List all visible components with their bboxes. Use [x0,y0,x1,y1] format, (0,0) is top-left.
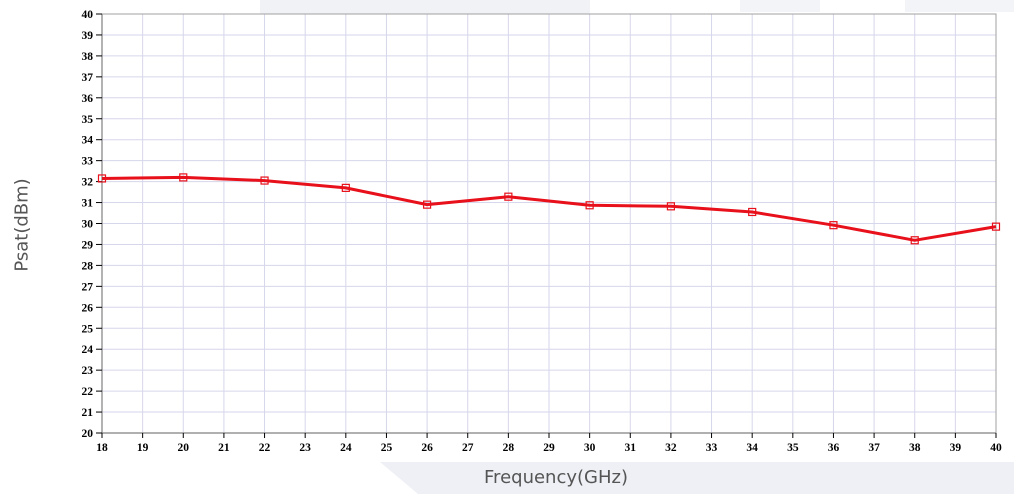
x-tick-label: 27 [462,442,474,454]
x-tick-label: 36 [828,442,840,454]
background-band [905,0,1014,12]
x-tick-label: 37 [868,442,880,454]
y-tick-label: 36 [82,93,94,105]
x-tick-label: 24 [340,442,352,454]
x-tick-label: 33 [706,442,718,454]
y-tick-label: 40 [82,9,94,21]
y-axis-title: Psat(dBm) [11,178,33,272]
y-tick-label: 25 [82,323,94,335]
y-tick-label: 24 [82,344,94,356]
x-tick-label: 30 [584,442,596,454]
data-point-marker [97,174,107,183]
y-tick-label: 20 [82,428,94,440]
y-tick-label: 27 [82,281,94,293]
y-tick-label: 35 [82,114,94,126]
x-tick-label: 19 [137,442,149,454]
x-tick-label: 23 [299,442,311,454]
x-tick-label: 32 [665,442,677,454]
y-tick-label: 33 [82,156,94,168]
y-tick-label: 29 [82,239,94,251]
x-tick-label: 18 [96,442,108,454]
x-tick-label: 40 [990,442,1002,454]
background-band [740,0,820,12]
x-tick-label: 34 [746,442,758,454]
data-point-marker [666,202,676,211]
data-point-marker [260,176,269,185]
x-tick-label: 39 [950,442,962,454]
x-tick-label: 25 [381,442,393,454]
x-tick-label: 31 [625,442,637,454]
data-point-marker [829,221,838,230]
data-point-marker [585,201,594,210]
series-line [101,175,997,242]
y-tick-label: 30 [82,219,94,231]
x-tick-label: 21 [218,442,230,454]
x-tick-label: 35 [787,442,799,454]
y-tick-label: 22 [82,386,94,398]
x-tick-label: 20 [178,442,190,454]
y-tick-label: 21 [82,407,94,419]
data-point-marker [179,173,188,182]
y-tick-label: 26 [82,302,94,314]
y-tick-label: 32 [82,177,94,189]
x-tick-label: 29 [543,442,555,454]
data-point-marker [748,207,757,217]
y-tick-label: 28 [82,260,94,272]
y-tick-label: 34 [82,135,94,147]
x-tick-label: 28 [503,442,515,454]
y-tick-label: 38 [82,51,94,63]
y-tick-label: 23 [82,365,94,377]
data-point-marker [910,236,919,245]
x-axis-title: Frequency(GHz) [484,467,628,488]
x-tick-label: 26 [421,442,433,454]
data-point-marker [341,183,350,192]
data-point-marker [504,192,513,201]
y-tick-label: 39 [82,30,94,42]
data-point-marker [422,200,432,209]
y-tick-label: 31 [82,198,94,210]
background-wedge [380,462,1014,494]
y-tick-label: 37 [82,72,94,84]
x-tick-label: 38 [909,442,921,454]
background-band [260,0,590,14]
x-tick-label: 22 [259,442,271,454]
data-point-marker [991,222,1001,231]
